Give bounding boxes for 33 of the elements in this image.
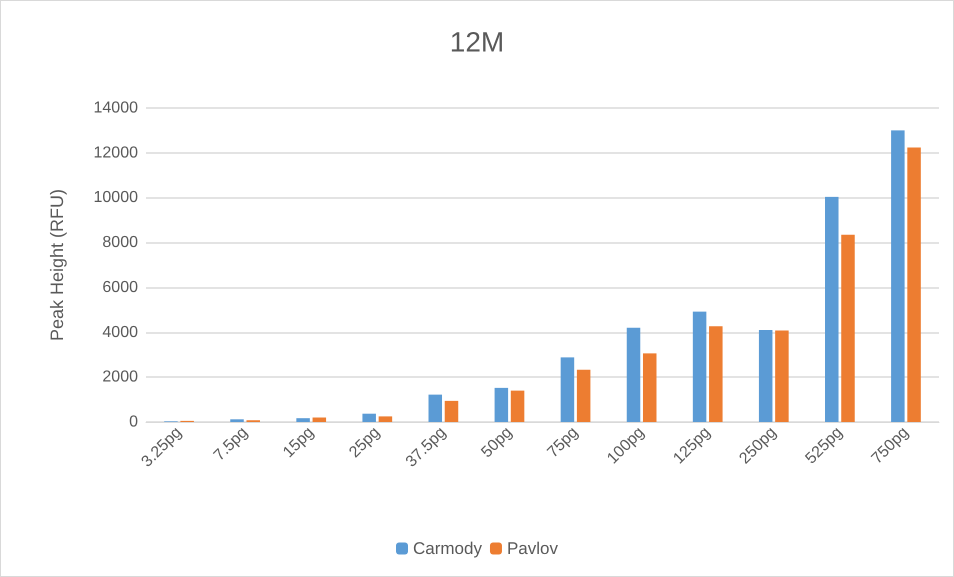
bar [626, 328, 640, 422]
y-tick-label: 4000 [102, 324, 138, 341]
chart-title: 12M [450, 26, 504, 58]
bar [841, 234, 855, 422]
y-tick-label: 10000 [94, 189, 138, 206]
bar [378, 416, 392, 422]
legend-label: Pavlov [506, 539, 558, 558]
bar [825, 196, 839, 422]
legend-label: Carmody [413, 539, 482, 558]
bar [560, 357, 574, 422]
y-tick-label: 14000 [94, 100, 138, 116]
bar [494, 388, 508, 422]
y-tick-label: 8000 [102, 234, 138, 252]
bar [692, 312, 706, 422]
bar [576, 370, 590, 422]
bar [428, 394, 442, 422]
bar [296, 418, 310, 422]
bar [642, 353, 656, 422]
bar [758, 330, 772, 422]
bar [709, 326, 723, 422]
bar [230, 419, 244, 422]
bar [891, 130, 905, 422]
y-tick-label: 12000 [94, 144, 138, 162]
bar [312, 418, 326, 422]
bar [775, 330, 789, 422]
y-axis-title: Peak Height (RFU) [47, 188, 67, 342]
bar [362, 414, 376, 422]
bar [444, 400, 458, 422]
bar [907, 147, 921, 422]
y-tick-label: 6000 [102, 278, 138, 296]
bar [510, 390, 524, 422]
y-tick-label: 2000 [102, 368, 138, 386]
y-tick-label: 0 [129, 414, 138, 430]
